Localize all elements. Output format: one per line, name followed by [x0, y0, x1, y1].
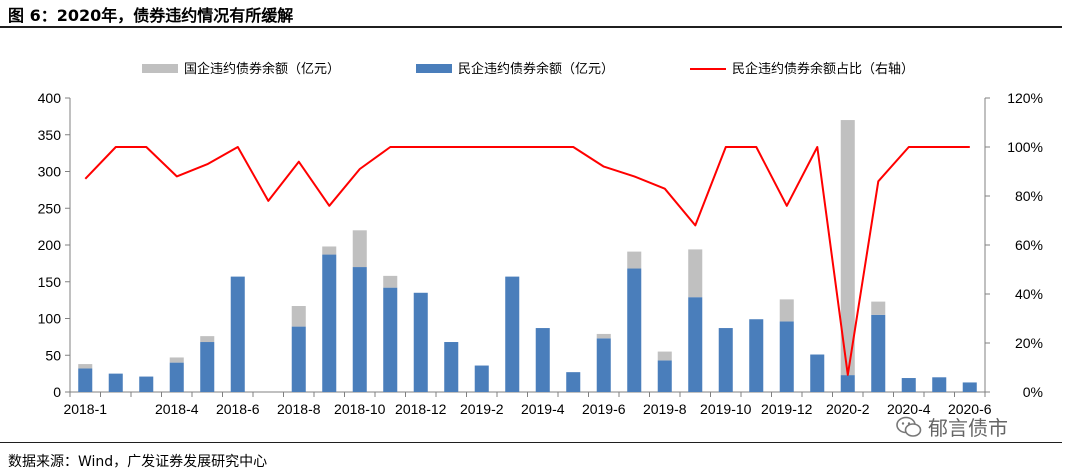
watermark: 郁言债市 [896, 412, 1008, 441]
title-divider [0, 26, 1062, 28]
x-tick-label: 2018-1 [63, 401, 107, 417]
source-note: 数据来源：Wind，广发证券发展研究中心 [8, 454, 268, 470]
y-right-tick-label: 60% [1015, 237, 1043, 253]
y-right-tick-label: 80% [1015, 188, 1043, 204]
bar-private [901, 378, 916, 392]
chart-tick-labels: 0 50 100 150 200 250 300 350 400 0% 20% 40% 60% 80% 10… [38, 90, 1043, 417]
x-tick-label: 2020-4 [887, 401, 931, 417]
x-tick-label: 2019-12 [761, 401, 813, 417]
legend-label-private: 民企违约债券余额（亿元） [458, 61, 614, 77]
bar-private [840, 375, 855, 392]
bar-private [627, 268, 642, 392]
bar-private [932, 377, 947, 392]
y-left-tick-label: 400 [38, 90, 62, 106]
bar-private [474, 365, 489, 392]
legend-label-ratio: 民企违约债券余额占比（右轴） [732, 61, 914, 77]
x-tick-label: 2019-2 [460, 401, 504, 417]
bar-private [383, 287, 398, 392]
bar-private [718, 328, 733, 392]
bar-soe [779, 299, 794, 322]
y-left-tick-label: 350 [38, 127, 62, 143]
x-tick-label: 2019-6 [582, 401, 626, 417]
x-tick-label: 2020-2 [826, 401, 870, 417]
y-right-tick-label: 120% [1007, 90, 1043, 106]
bar-soe [200, 336, 215, 343]
chart-line [84, 146, 970, 376]
chart-canvas: 国企违约债券余额（亿元） 民企违约债券余额（亿元） 民企违约债券余额占比（右轴）… [38, 61, 1043, 417]
watermark-text: 郁言债市 [928, 416, 1008, 440]
bar-private [108, 373, 123, 392]
y-right-tick-label: 100% [1007, 139, 1043, 155]
x-tick-label: 2019-10 [700, 401, 752, 417]
bar-private [322, 254, 337, 392]
y-left-tick-label: 250 [38, 200, 62, 216]
chart-axes [65, 97, 990, 397]
line-private-ratio [84, 146, 970, 376]
y-left-tick-label: 150 [38, 274, 62, 290]
bar-soe [383, 275, 398, 288]
chart-legend: 国企违约债券余额（亿元） 民企违约债券余额（亿元） 民企违约债券余额占比（右轴） [142, 61, 914, 77]
bar-soe [322, 246, 337, 255]
y-left-tick-label: 50 [45, 347, 61, 363]
x-tick-label: 2019-8 [643, 401, 687, 417]
bar-soe [840, 120, 855, 376]
bar-soe [78, 364, 93, 369]
y-right-tick-label: 20% [1015, 335, 1043, 351]
bar-private [200, 342, 215, 392]
x-tick-label: 2018-6 [216, 401, 260, 417]
x-tick-label: 2020-6 [948, 401, 992, 417]
bar-soe [169, 357, 184, 363]
bar-soe [627, 251, 642, 269]
bar-private [962, 382, 977, 392]
bar-private [566, 372, 581, 392]
bar-private [352, 267, 367, 392]
bar-private [871, 314, 886, 392]
bar-private [444, 342, 459, 392]
y-right-tick-label: 0% [1023, 384, 1043, 400]
chart-bars [78, 120, 977, 392]
bar-private [505, 276, 520, 392]
bar-private [413, 292, 428, 392]
bar-private [535, 328, 550, 392]
bar-soe [596, 333, 611, 339]
bar-private [657, 360, 672, 392]
footer-divider [0, 442, 1062, 443]
bar-private [810, 354, 825, 392]
bar-private [749, 319, 764, 392]
bar-private [779, 321, 794, 392]
x-tick-label: 2018-8 [277, 401, 321, 417]
bar-soe [871, 301, 886, 315]
x-tick-label: 2018-10 [334, 401, 386, 417]
wechat-icon [896, 416, 922, 437]
bar-soe [352, 230, 367, 268]
bar-private [78, 368, 93, 392]
bar-soe [291, 306, 306, 327]
x-tick-label: 2018-4 [155, 401, 199, 417]
legend-swatch-soe [142, 64, 178, 73]
y-left-tick-label: 200 [38, 237, 62, 253]
y-left-tick-label: 0 [53, 384, 61, 400]
x-tick-label: 2019-4 [521, 401, 565, 417]
bar-private [291, 326, 306, 392]
page-title: 图 6：2020年，债券违约情况有所缓解 [8, 6, 294, 25]
y-left-tick-label: 300 [38, 164, 62, 180]
legend-label-soe: 国企违约债券余额（亿元） [184, 61, 340, 77]
bar-private [596, 338, 611, 392]
legend-swatch-private [416, 64, 452, 73]
x-tick-label: 2018-12 [395, 401, 447, 417]
bar-private [169, 362, 184, 392]
bar-soe [688, 249, 703, 298]
bar-soe [657, 351, 672, 361]
bar-private [139, 376, 154, 392]
bar-private [688, 297, 703, 392]
y-right-tick-label: 40% [1015, 286, 1043, 302]
bar-private [230, 276, 245, 392]
y-left-tick-label: 100 [38, 311, 62, 327]
